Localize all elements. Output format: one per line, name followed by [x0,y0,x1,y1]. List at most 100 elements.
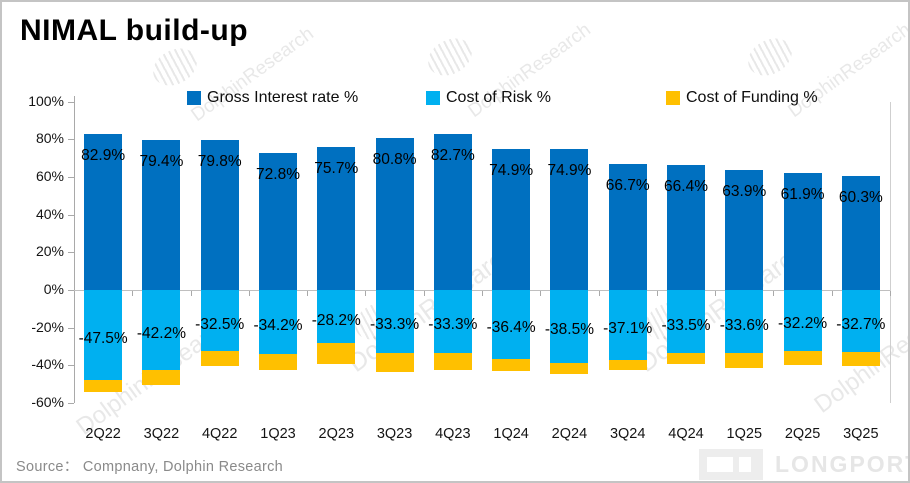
data-label-cost-of-risk: -47.5% [78,329,128,347]
data-label-gross-interest: 80.8% [372,150,417,168]
legend-swatch-icon [426,91,440,105]
x-axis-category-label: 3Q23 [376,426,413,442]
legend-swatch-icon [187,91,201,105]
x-axis-tick [307,291,309,296]
y-axis-tick [68,214,74,216]
data-label-gross-interest: 82.7% [430,147,475,165]
x-axis-tick [656,291,658,296]
data-label-gross-interest: 82.9% [81,146,126,164]
bar-segment-cost-of-risk [667,290,705,354]
bar-segment-gross-interest [142,140,181,290]
legend-item-3: Cost of Funding % [666,89,818,107]
bar-segment-cost-of-risk [317,290,356,344]
bar-segment-gross-interest [783,173,822,290]
data-label-cost-of-risk: -33.3% [428,316,478,334]
legend-label: Gross Interest rate % [207,89,359,106]
data-label-cost-of-risk: -28.2% [311,311,361,329]
x-axis-category-label: 4Q22 [201,426,238,442]
x-axis-tick [423,291,425,296]
bar-segment-cost-of-funding [608,359,647,371]
y-axis-tick-label: -20% [31,318,64,335]
x-axis-tick [132,291,134,296]
source-note: Source： Compnany, Dolphin Research [16,459,284,475]
y-axis-tick-label: 80% [35,130,64,147]
x-axis-category-label: 3Q22 [143,426,180,442]
bar-segment-cost-of-funding [200,351,239,367]
y-axis-tick [68,252,74,254]
bar-segment-gross-interest [317,147,356,290]
bar-segment-gross-interest [433,134,472,290]
legend-item-1: Gross Interest rate % [187,89,358,107]
data-label-cost-of-risk: -34.2% [253,317,303,335]
bar-segment-cost-of-risk [84,290,123,380]
data-label-cost-of-risk: -36.4% [486,319,536,337]
bar-segment-cost-of-funding [259,354,297,371]
y-axis-tick-label: 20% [35,243,64,260]
data-label-gross-interest: 74.9% [547,161,592,179]
x-axis-tick [248,291,250,296]
data-label-gross-interest: 66.4% [664,177,708,195]
data-label-gross-interest: 74.9% [489,161,534,179]
bar-segment-cost-of-funding [667,353,705,365]
x-axis-tick [715,291,717,296]
x-axis-category-label: 1Q25 [726,426,763,442]
data-label-gross-interest: 75.7% [314,160,359,178]
bar-segment-gross-interest [84,133,123,290]
data-label-cost-of-risk: -32.7% [836,315,886,333]
bar-segment-gross-interest [492,148,531,290]
y-axis-tick-label: 100% [28,92,64,109]
x-axis-tick [831,291,833,296]
data-label-gross-interest: 66.7% [605,177,650,195]
data-label-cost-of-risk: -33.5% [661,316,711,334]
y-axis-tick [68,327,74,329]
x-axis-category-label: 1Q23 [260,426,296,442]
y-axis-tick [68,139,74,141]
bar-segment-cost-of-risk [608,290,647,360]
bar-segment-gross-interest [550,148,589,290]
legend-swatch-icon [666,91,680,105]
data-label-gross-interest: 60.3% [838,189,883,207]
bar-segment-cost-of-risk [492,290,531,359]
x-axis-category-label: 3Q24 [609,426,646,442]
bar-segment-cost-of-risk [200,290,239,352]
x-axis-tick [482,291,483,296]
x-axis-category-label: 2Q25 [784,426,821,442]
data-label-cost-of-risk: -32.5% [195,315,245,333]
y-axis-tick-label: -40% [31,356,64,373]
data-label-cost-of-risk: -38.5% [544,321,594,339]
bar-segment-cost-of-funding [783,350,822,365]
bar-segment-cost-of-funding [433,352,472,370]
y-axis-tick [68,101,74,103]
bar-segment-cost-of-risk [259,290,297,355]
x-axis-tick [773,291,775,296]
bar-segment-cost-of-risk [550,290,589,363]
y-axis-tick [68,176,74,178]
data-label-cost-of-risk: -37.1% [603,319,653,337]
data-label-gross-interest: 79.4% [139,153,184,171]
bar-segment-gross-interest [725,169,764,290]
bar-segment-cost-of-risk [841,290,880,352]
legend-item-2: Cost of Risk % [426,89,551,107]
x-axis-category-label: 2Q22 [85,426,121,442]
bar-segment-cost-of-funding [725,353,764,369]
x-axis-category-label: 1Q24 [493,426,529,442]
legend-label: Cost of Funding % [686,89,818,106]
bar-segment-cost-of-risk [142,290,181,370]
x-axis-tick [74,291,75,296]
x-axis-category-label: 4Q24 [668,426,704,442]
bar-segment-gross-interest [608,164,647,290]
x-axis-tick [598,291,600,296]
bar-segment-cost-of-funding [550,362,589,374]
bar-segment-cost-of-funding [841,351,880,366]
data-label-gross-interest: 72.8% [256,165,300,183]
x-axis-tick [190,291,192,296]
y-axis-tick [68,290,74,291]
bar-segment-cost-of-funding [492,358,531,371]
chart-title: NIMAL build-up [20,14,249,47]
bar-segment-cost-of-risk [375,290,414,353]
bar-segment-cost-of-risk [783,290,822,351]
x-axis-category-label: 2Q23 [318,426,355,442]
x-axis-category-label: 4Q23 [435,426,471,442]
bar-segment-gross-interest [667,164,705,290]
